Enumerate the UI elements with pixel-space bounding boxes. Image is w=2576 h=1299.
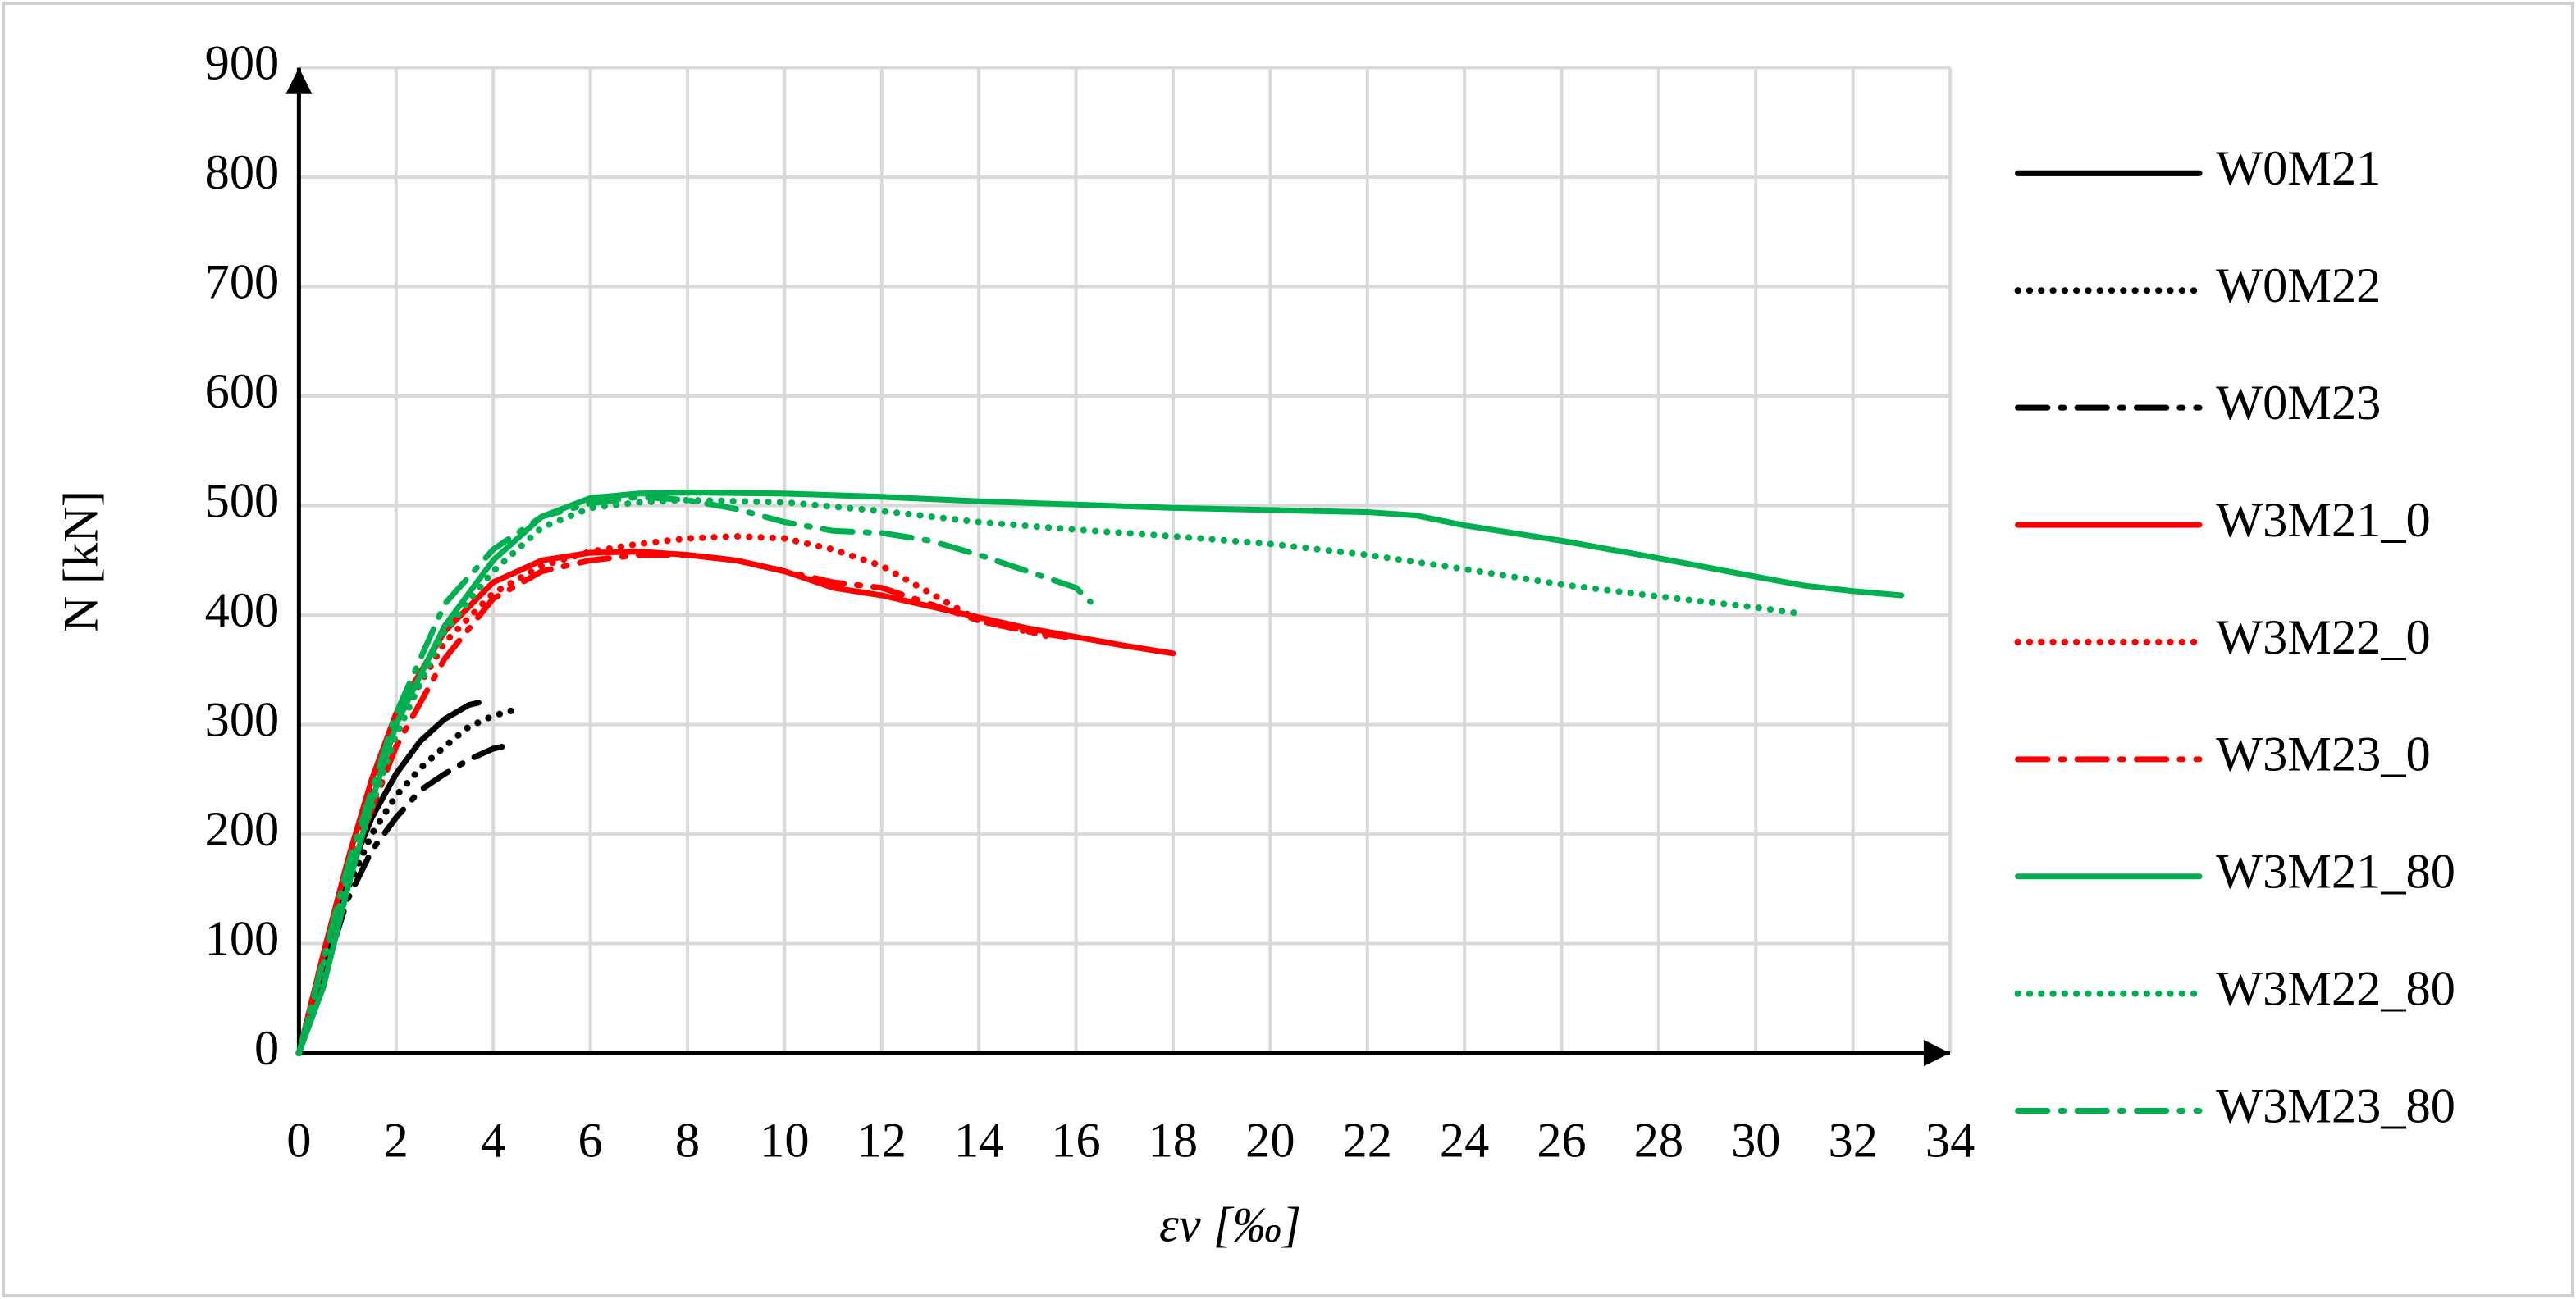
x-tick-label: 0 <box>286 1114 311 1169</box>
y-axis-label: N [kN] <box>54 490 109 632</box>
y-tick-label: 500 <box>205 473 280 528</box>
x-tick-label: 16 <box>1051 1114 1100 1169</box>
y-axis-arrow <box>285 67 313 94</box>
x-tick-label: 2 <box>384 1114 409 1169</box>
x-tick-label: 22 <box>1343 1114 1392 1169</box>
legend-label: W3M21_80 <box>2216 845 2455 900</box>
data-line <box>295 532 1056 1057</box>
data-line <box>295 490 1905 1056</box>
legend-label: W3M21_0 <box>2216 493 2431 548</box>
legend-label: W0M21 <box>2216 141 2381 196</box>
legend-label: W0M22 <box>2216 258 2381 313</box>
x-axis-label: εv [‰] <box>1159 1197 1301 1252</box>
x-axis-arrow <box>1923 1040 1951 1067</box>
x-tick-label: 6 <box>578 1114 602 1169</box>
x-tick-label: 32 <box>1829 1114 1878 1169</box>
legend-label: W3M23_80 <box>2216 1078 2455 1133</box>
x-tick-label: 34 <box>1925 1114 1975 1169</box>
data-line <box>295 494 1094 1056</box>
y-tick-label: 0 <box>254 1021 279 1076</box>
y-tick-label: 200 <box>205 802 280 857</box>
x-tick-label: 28 <box>1634 1114 1683 1169</box>
x-tick-label: 12 <box>857 1114 907 1169</box>
y-tick-label: 900 <box>205 35 280 90</box>
x-tick-label: 30 <box>1731 1114 1780 1169</box>
legend-label: W0M23 <box>2216 376 2381 431</box>
x-tick-label: 20 <box>1245 1114 1295 1169</box>
legend-label: W3M23_0 <box>2216 727 2431 782</box>
x-tick-label: 24 <box>1440 1114 1489 1169</box>
y-tick-label: 700 <box>205 254 280 309</box>
legend-label: W3M22_0 <box>2216 610 2431 665</box>
x-tick-label: 18 <box>1149 1114 1198 1169</box>
y-tick-label: 800 <box>205 145 280 200</box>
x-tick-label: 4 <box>481 1114 505 1169</box>
legend-label: W3M22_80 <box>2216 962 2455 1017</box>
data-line <box>295 496 1798 1057</box>
y-tick-label: 400 <box>205 583 280 638</box>
x-tick-label: 10 <box>760 1114 809 1169</box>
x-tick-label: 14 <box>954 1114 1003 1169</box>
y-tick-label: 100 <box>205 911 280 966</box>
y-tick-label: 300 <box>205 692 280 747</box>
y-tick-label: 600 <box>205 364 280 419</box>
x-tick-label: 8 <box>675 1114 700 1169</box>
x-tick-label: 26 <box>1537 1114 1586 1169</box>
data-line <box>295 552 1070 1056</box>
